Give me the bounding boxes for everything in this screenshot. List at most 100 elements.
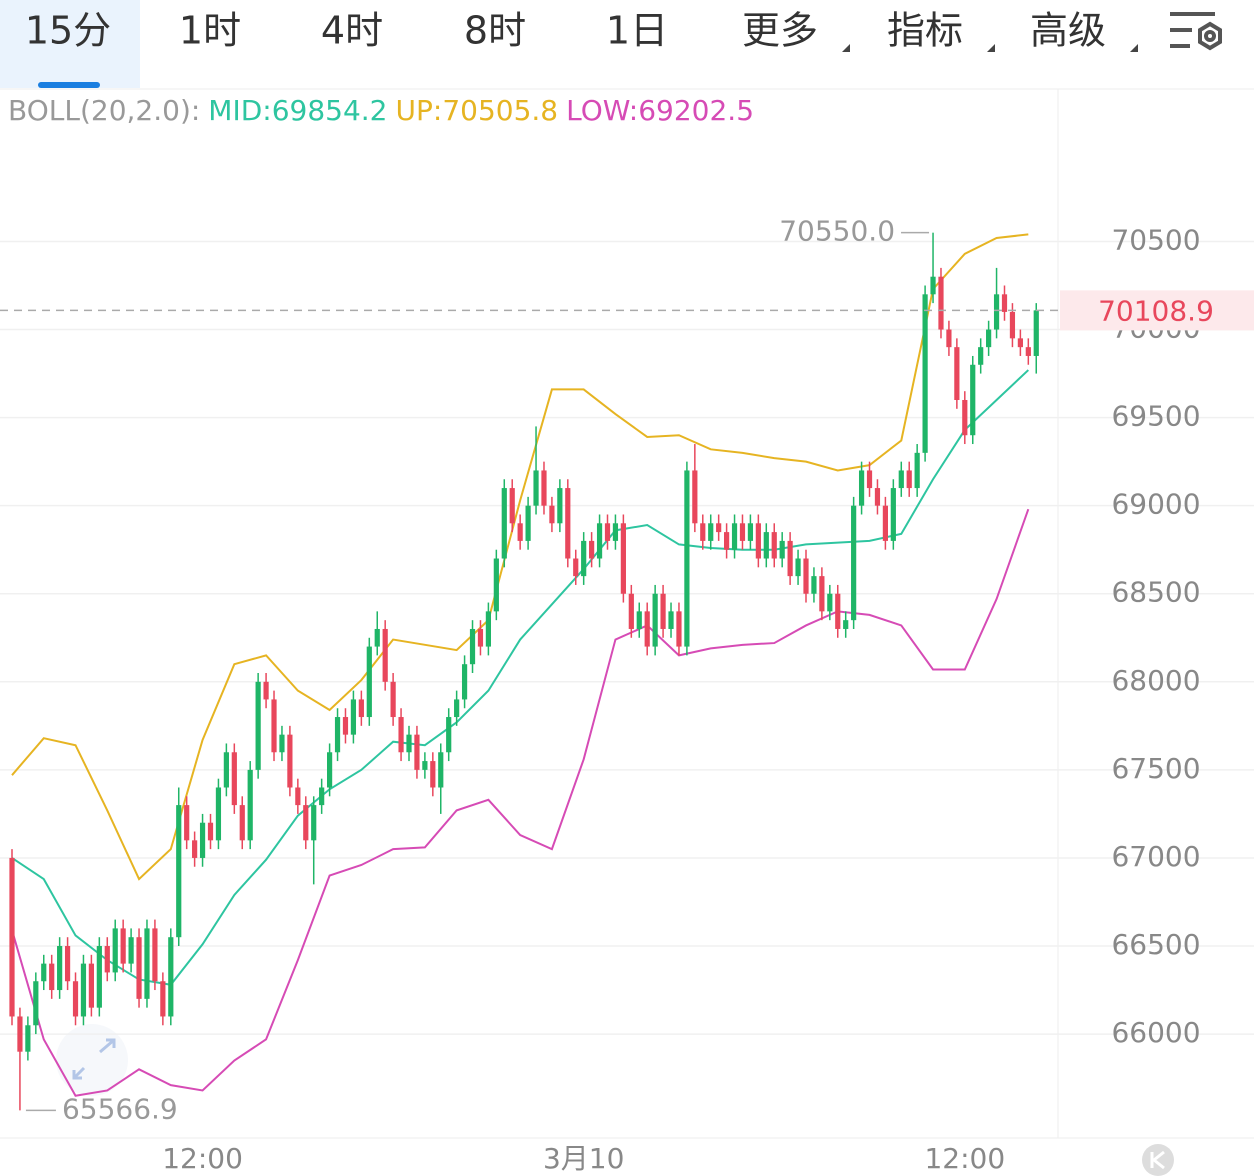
candle-body (922, 294, 928, 453)
candle-body (271, 699, 277, 753)
candle-body (303, 805, 309, 841)
candle-body (612, 523, 619, 541)
candle-body (724, 532, 730, 550)
candle-body (1033, 310, 1039, 356)
dropdown-caret (1130, 44, 1138, 52)
tab[interactable]: 1日 (606, 9, 668, 53)
y-tick-label: 68500 (1111, 576, 1200, 609)
candle-body (80, 963, 87, 1017)
candle-body (160, 981, 166, 1017)
candle-body (1017, 338, 1023, 348)
candle-body (700, 523, 706, 541)
y-tick-label: 67000 (1111, 840, 1200, 873)
candle-body (446, 717, 452, 753)
candle-body (930, 276, 936, 295)
candle-body (517, 523, 523, 541)
candle-body (168, 937, 174, 1017)
boll-line (11, 369, 1030, 986)
y-tick-label: 67500 (1111, 752, 1200, 785)
candle-body (430, 761, 436, 788)
candle-body (41, 963, 47, 982)
tab[interactable]: 4时 (321, 9, 383, 53)
candle-body (247, 769, 253, 841)
candle-body (438, 752, 444, 788)
candle-body (17, 1016, 23, 1052)
candle-body (509, 488, 515, 524)
candle-body (334, 717, 341, 753)
k-icon[interactable] (1142, 1144, 1174, 1176)
candle-body (398, 717, 404, 753)
candle-body (668, 611, 674, 629)
candle-body (573, 558, 579, 577)
candle-body (231, 752, 237, 806)
indicator-up: UP:70505.8 (396, 94, 559, 127)
candle-body (128, 937, 134, 964)
candle-body (255, 681, 261, 770)
candle-body (803, 558, 809, 594)
y-tick-label: 68000 (1111, 664, 1200, 697)
candle-body (755, 523, 761, 559)
candle-body (962, 399, 968, 436)
expand-icon[interactable] (56, 1024, 128, 1096)
candle-body (374, 628, 380, 647)
candle-body (72, 981, 79, 1017)
candle-body (295, 787, 301, 806)
candle-body (461, 664, 468, 700)
candle-body (144, 928, 150, 999)
candle-body (708, 523, 714, 541)
candle-body (731, 523, 738, 550)
indicator-name: BOLL(20,2.0): (8, 94, 200, 127)
y-tick-label: 69500 (1111, 400, 1200, 433)
candle-body (716, 523, 722, 533)
candle-body (96, 946, 102, 1008)
candle-body (795, 558, 801, 577)
boll-line (11, 508, 1030, 1097)
candle-body (176, 805, 182, 938)
candle-body (485, 611, 491, 647)
candle-body (811, 576, 817, 594)
candle-body (9, 857, 15, 1017)
y-tick-label: 66000 (1111, 1016, 1200, 1049)
high-label: 70550.0 (779, 215, 895, 248)
candle-body (660, 593, 666, 629)
candle-body (501, 488, 507, 559)
candle-body (978, 347, 984, 365)
active-tab-indicator (38, 82, 100, 88)
icon-dot (1204, 30, 1216, 42)
candle-body (827, 593, 833, 612)
candle-body (1001, 294, 1008, 312)
candle-body (604, 523, 611, 541)
candle-body (1009, 311, 1016, 339)
candle-body (874, 488, 881, 506)
tab[interactable]: 指标 (887, 9, 963, 53)
candle-body (390, 681, 396, 718)
candle-body (493, 558, 499, 612)
expand-glyph (72, 1038, 116, 1080)
candle-body (589, 540, 595, 559)
tab[interactable]: 1时 (179, 9, 241, 53)
candle-body (279, 734, 285, 753)
indicator-header: BOLL(20,2.0): MID:69854.2 UP:70505.8 LOW:69… (8, 94, 754, 127)
candle-body (914, 452, 920, 489)
tab[interactable]: 15分 (25, 9, 111, 53)
candle-body (469, 628, 476, 665)
candle-body (557, 488, 563, 524)
tab[interactable]: 高级 (1030, 9, 1106, 53)
candle-body (88, 963, 94, 1008)
candle-body (1025, 347, 1031, 356)
candle-body (49, 963, 55, 991)
tab[interactable]: 更多 (742, 9, 818, 53)
candle-body (652, 593, 658, 647)
settings-icon[interactable] (1170, 12, 1222, 51)
candle-body (986, 329, 992, 348)
candle-body (787, 540, 793, 577)
candle-body (358, 699, 364, 718)
candle-body (33, 981, 39, 1026)
candle-body (747, 523, 754, 541)
candle-body (406, 734, 412, 753)
candle-body (954, 347, 960, 400)
candle-body (414, 734, 420, 770)
candle-body (692, 470, 698, 524)
candle-body (422, 761, 428, 770)
tab[interactable]: 8时 (464, 9, 526, 53)
